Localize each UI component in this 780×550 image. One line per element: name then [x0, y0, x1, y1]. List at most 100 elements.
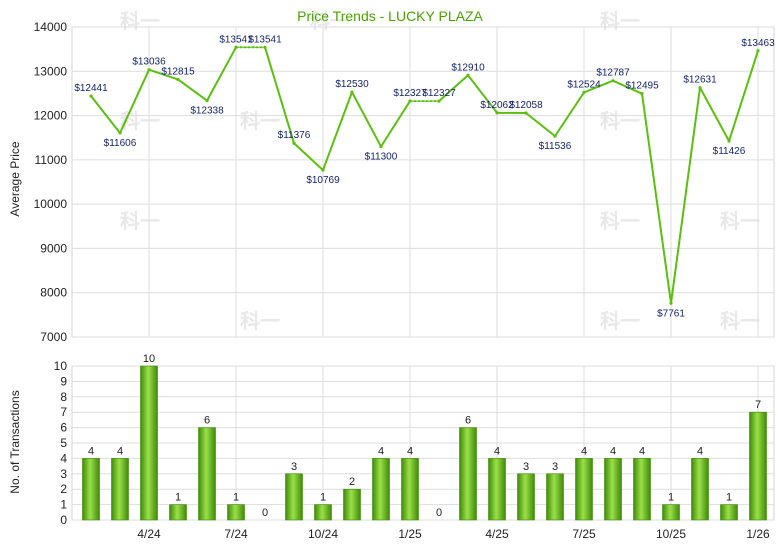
- price-point-6: [263, 45, 267, 49]
- transactions-tick-label-6: 6: [60, 421, 67, 435]
- transaction-count-label-7: 3: [291, 461, 297, 473]
- price-point-8: [321, 168, 325, 172]
- transactions-tick-label-8: 8: [60, 390, 67, 404]
- price-point-11: [408, 99, 412, 103]
- transaction-bar-8: [314, 504, 332, 521]
- price-line-segment-3: [177, 78, 208, 102]
- price-point-10: [379, 144, 383, 149]
- x-tick-label-10-25: 10/25: [656, 527, 686, 541]
- price-label-2: $13036: [132, 57, 166, 68]
- transaction-bar-22: [720, 504, 738, 521]
- transaction-bar-11: [401, 458, 419, 521]
- price-label-7: $11376: [278, 130, 311, 141]
- price-line-segment-15: [525, 112, 556, 138]
- transaction-count-label-12: 0: [436, 507, 442, 519]
- price-label-12: $12327: [422, 88, 456, 99]
- price-line-segment-2: [148, 68, 179, 81]
- transaction-count-label-17: 4: [581, 445, 587, 457]
- transaction-bar-15: [517, 473, 535, 521]
- price-line-segment-19: [641, 92, 672, 305]
- price-point-7: [292, 141, 296, 145]
- transactions-tick-label-1: 1: [60, 498, 67, 512]
- price-tick-label-9000: 9000: [40, 241, 67, 255]
- transaction-count-label-16: 3: [552, 461, 558, 473]
- price-line-segment-7: [293, 142, 324, 172]
- transaction-count-label-23: 7: [755, 399, 761, 411]
- transaction-count-label-8: 1: [320, 492, 326, 504]
- price-line-segment-9: [351, 91, 382, 148]
- transaction-count-label-21: 4: [697, 445, 703, 457]
- transaction-bar-5: [227, 504, 245, 521]
- price-point-16: [553, 134, 557, 138]
- price-point-13: [466, 73, 470, 77]
- price-tick-label-7000: 7000: [40, 330, 67, 344]
- transaction-bar-1: [111, 458, 129, 521]
- text-layer: 7000800090001000011000120001300014000012…: [34, 20, 775, 541]
- price-label-9: $12530: [335, 79, 369, 90]
- bar-layer: [82, 365, 767, 521]
- watermark-mark-5: 科一: [600, 109, 640, 133]
- transaction-bar-9: [343, 488, 361, 521]
- price-tick-label-10000: 10000: [34, 197, 68, 211]
- x-tick-label-4-24: 4/24: [137, 527, 161, 541]
- price-point-9: [350, 90, 354, 94]
- price-point-17: [582, 90, 586, 94]
- price-line-segment-10: [380, 100, 411, 148]
- price-label-14: $12062: [480, 100, 514, 111]
- transaction-count-label-0: 4: [88, 445, 94, 457]
- transaction-bar-10: [372, 458, 390, 521]
- price-label-21: $12631: [683, 75, 717, 86]
- price-line-segment-12: [438, 74, 469, 103]
- transaction-count-label-13: 6: [465, 415, 471, 427]
- price-label-8: $10769: [306, 175, 340, 186]
- price-point-15: [524, 111, 528, 115]
- x-tick-label-7-24: 7/24: [224, 527, 248, 541]
- price-line-segment-18: [612, 79, 643, 95]
- transaction-count-label-10: 4: [378, 445, 384, 457]
- price-label-18: $12787: [596, 68, 630, 79]
- transaction-count-label-20: 1: [668, 492, 674, 504]
- price-label-4: $12338: [190, 106, 224, 117]
- price-point-14: [495, 111, 499, 115]
- transaction-bar-23: [749, 411, 767, 521]
- price-label-13: $12910: [451, 62, 485, 73]
- transaction-count-label-2: 10: [143, 353, 155, 365]
- transaction-count-label-18: 4: [610, 445, 616, 457]
- transactions-tick-label-4: 4: [60, 451, 67, 465]
- price-line-segment-4: [206, 46, 237, 102]
- price-line-segment-13: [467, 74, 498, 114]
- price-point-20: [669, 301, 673, 305]
- price-label-19: $12495: [625, 81, 659, 92]
- price-line-segment-21: [699, 86, 730, 142]
- price-tick-label-14000: 14000: [34, 20, 68, 34]
- transaction-bar-7: [285, 473, 303, 521]
- price-line-segment-6: [264, 46, 295, 145]
- transactions-tick-label-10: 10: [54, 359, 68, 373]
- transaction-bar-2: [140, 365, 158, 521]
- price-label-20: $7761: [657, 308, 685, 319]
- transaction-count-label-11: 4: [407, 445, 413, 457]
- watermark-mark-2: 科一: [600, 9, 640, 33]
- transactions-tick-label-5: 5: [60, 436, 67, 450]
- transaction-bar-3: [169, 504, 187, 521]
- price-label-5: $13541: [219, 34, 253, 45]
- price-label-16: $11536: [539, 141, 572, 152]
- x-tick-label-4-25: 4/25: [485, 527, 509, 541]
- transaction-count-label-22: 1: [726, 492, 732, 504]
- transaction-count-label-19: 4: [639, 445, 645, 457]
- price-line-segment-17: [583, 79, 614, 94]
- price-line-segment-20: [670, 86, 701, 305]
- x-tick-label-7-25: 7/25: [572, 527, 596, 541]
- transactions-axis-label: No. of Transactions: [8, 390, 22, 493]
- watermark-mark-3: 科一: [120, 109, 160, 133]
- watermark-mark-10: 科一: [600, 309, 640, 333]
- price-line-segment-0: [90, 95, 121, 135]
- transaction-count-label-1: 4: [117, 445, 123, 457]
- price-point-18: [611, 79, 615, 83]
- transactions-tick-label-0: 0: [60, 513, 67, 527]
- transaction-count-label-9: 2: [349, 476, 355, 488]
- price-point-12: [437, 99, 441, 103]
